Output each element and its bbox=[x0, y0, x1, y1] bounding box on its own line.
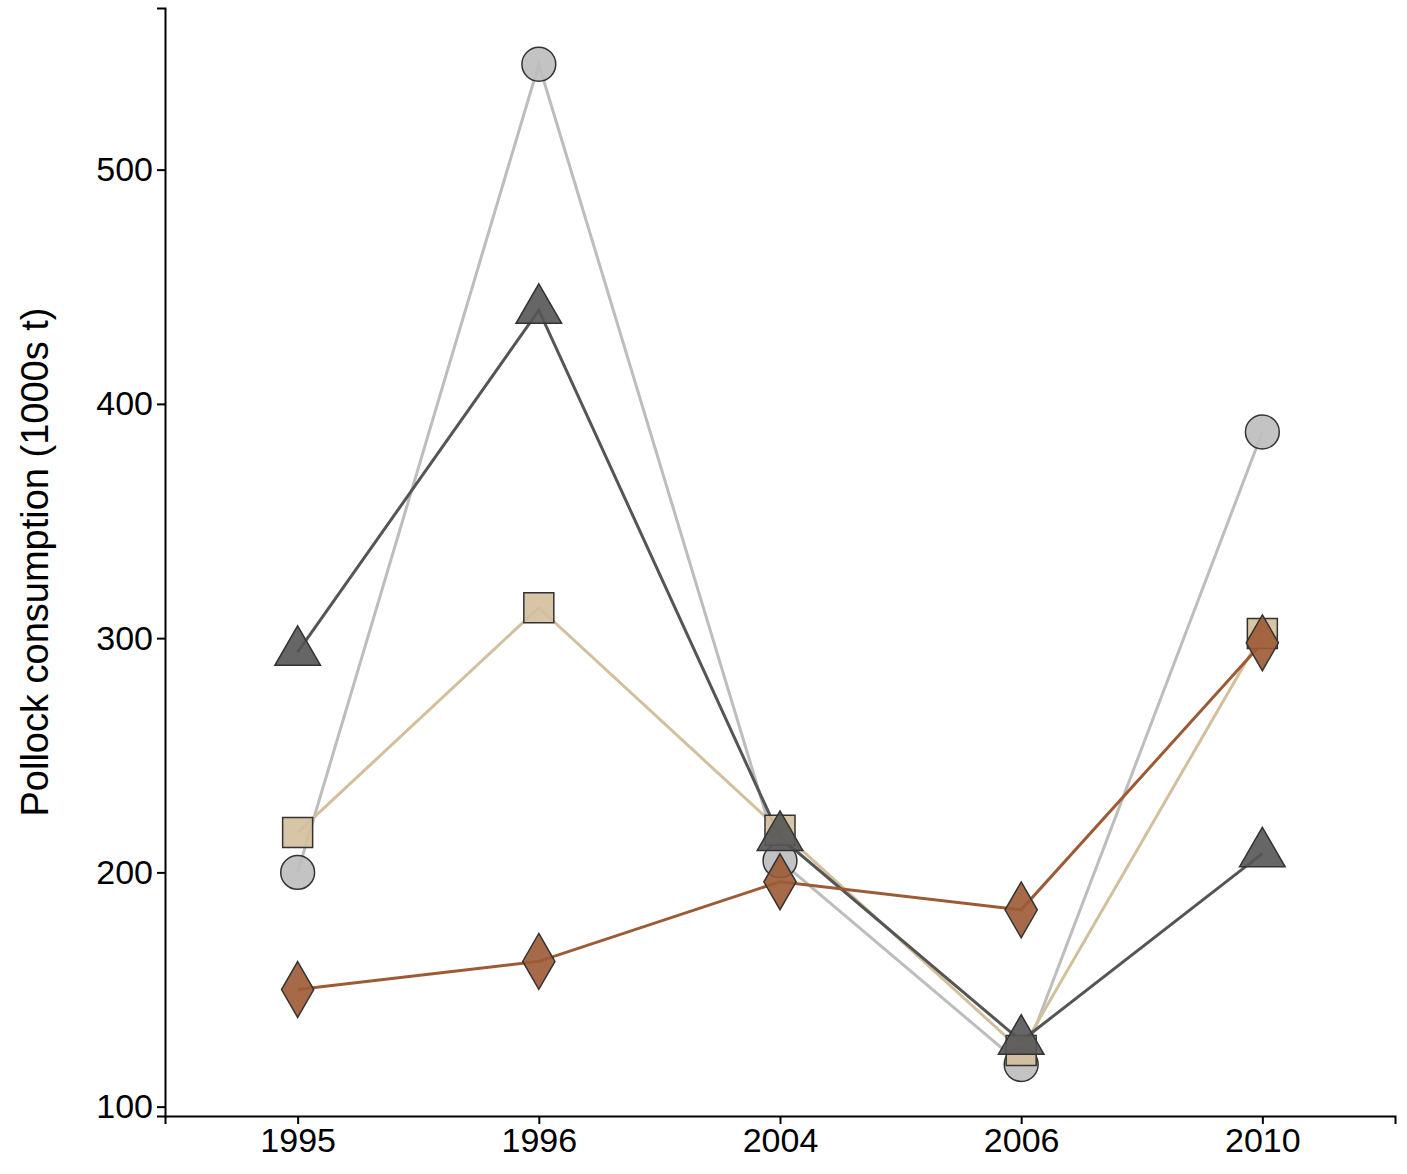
y-tick: 500 bbox=[96, 150, 165, 188]
series-line bbox=[298, 64, 1263, 1064]
y-tick-label: 400 bbox=[96, 384, 153, 422]
series-marker bbox=[1005, 882, 1037, 938]
series-marker bbox=[523, 933, 555, 989]
y-tick-mark bbox=[157, 872, 165, 874]
y-axis-line bbox=[157, 9, 166, 1117]
x-tick: 2006 bbox=[984, 1116, 1060, 1159]
series-marker bbox=[275, 626, 321, 665]
x-axis: 1995 1996 2004 2006 2010 bbox=[166, 1116, 1396, 1159]
series-marker bbox=[757, 811, 803, 850]
y-tick-mark bbox=[157, 1106, 165, 1108]
series-line bbox=[298, 643, 1263, 990]
series-marker bbox=[281, 855, 315, 889]
y-tick-label: 500 bbox=[96, 150, 153, 188]
y-tick: 100 bbox=[96, 1087, 165, 1125]
series-marker bbox=[1245, 415, 1279, 449]
series-marker bbox=[282, 962, 314, 1018]
y-tick-mark bbox=[157, 638, 165, 640]
series-line bbox=[298, 608, 1263, 1051]
x-tick: 2004 bbox=[743, 1116, 819, 1159]
x-tick-label: 1996 bbox=[502, 1121, 578, 1159]
x-tick: 2010 bbox=[1225, 1116, 1301, 1159]
y-tick-label: 300 bbox=[96, 619, 153, 657]
chart: 100 200 300 400 500 1995 1996 2004 2006 2010 Pollo… bbox=[0, 0, 1407, 1174]
x-tick-label: 2004 bbox=[743, 1121, 819, 1159]
series-marker bbox=[1246, 615, 1278, 671]
series-line bbox=[298, 310, 1263, 1041]
marks bbox=[275, 47, 1285, 1081]
series-marker bbox=[522, 47, 556, 81]
y-tick: 400 bbox=[96, 384, 165, 422]
x-tick: 1995 bbox=[260, 1116, 336, 1159]
y-tick-label: 200 bbox=[96, 853, 153, 891]
series-marker bbox=[524, 593, 554, 623]
series-marker bbox=[516, 284, 562, 323]
x-tick-label: 2006 bbox=[984, 1121, 1060, 1159]
y-tick: 300 bbox=[96, 619, 165, 657]
x-tick-label: 1995 bbox=[260, 1121, 336, 1159]
x-tick-label: 2010 bbox=[1225, 1121, 1301, 1159]
series-marker bbox=[998, 1015, 1044, 1054]
series-marker bbox=[1240, 827, 1286, 866]
series-marker bbox=[283, 818, 313, 848]
y-tick: 200 bbox=[96, 853, 165, 891]
series-marker bbox=[764, 854, 796, 910]
plot: 100 200 300 400 500 1995 1996 2004 2006 2010 bbox=[96, 9, 1395, 1160]
y-tick-mark bbox=[157, 169, 165, 171]
x-tick: 1996 bbox=[502, 1116, 578, 1159]
y-axis: 100 200 300 400 500 bbox=[96, 9, 165, 1126]
y-tick-mark bbox=[157, 403, 165, 405]
y-tick-label: 100 bbox=[96, 1087, 153, 1125]
y-axis-title: Pollock consumption (1000s t) bbox=[14, 307, 56, 816]
